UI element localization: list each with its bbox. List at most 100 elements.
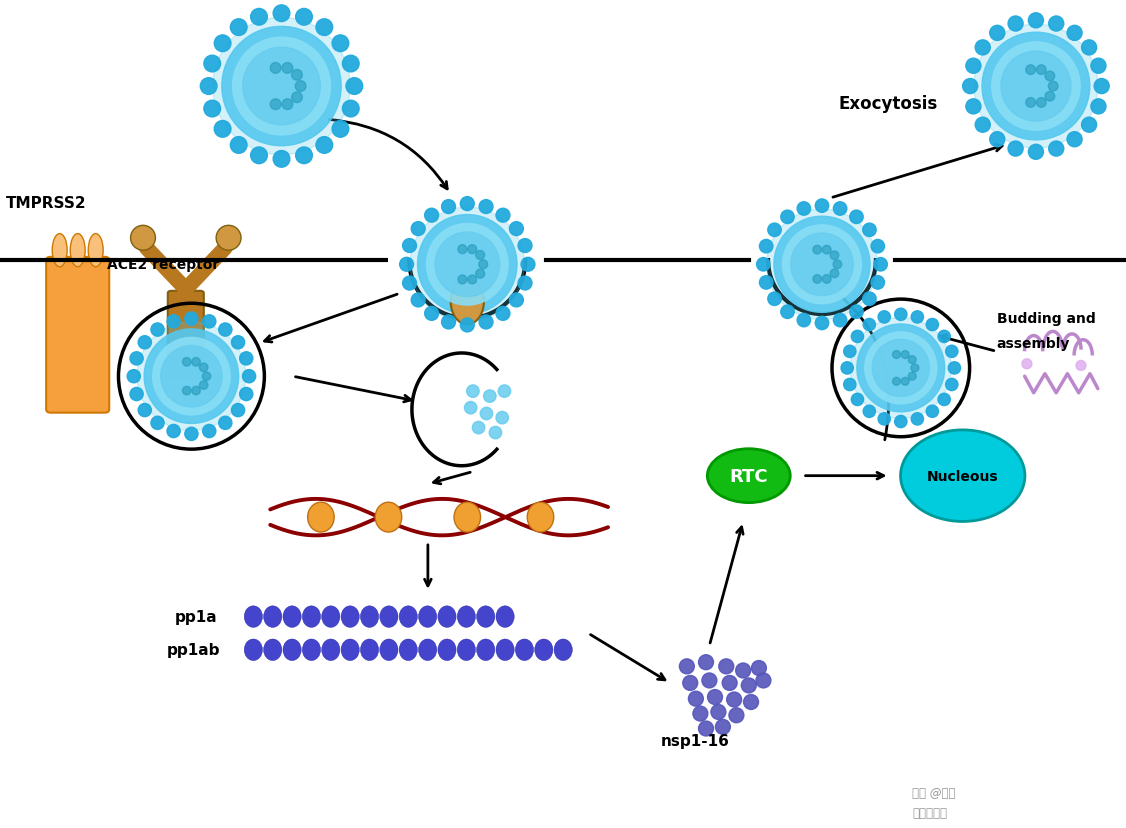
Ellipse shape [909,356,917,364]
Ellipse shape [757,258,770,272]
Ellipse shape [843,346,856,358]
Ellipse shape [263,606,282,628]
Ellipse shape [231,20,247,36]
Ellipse shape [1091,99,1106,115]
Ellipse shape [302,639,321,661]
Ellipse shape [203,425,216,438]
Ellipse shape [992,43,1080,131]
Ellipse shape [833,261,842,269]
FancyBboxPatch shape [168,291,204,379]
Ellipse shape [251,9,267,26]
Ellipse shape [400,258,413,272]
Ellipse shape [242,370,256,383]
Ellipse shape [783,225,861,305]
Ellipse shape [342,56,359,73]
Ellipse shape [427,224,508,306]
Ellipse shape [457,639,475,661]
Ellipse shape [129,353,143,365]
Ellipse shape [815,317,829,330]
Ellipse shape [938,331,950,343]
Ellipse shape [865,333,937,404]
Ellipse shape [167,315,180,329]
Ellipse shape [518,239,531,253]
Ellipse shape [1082,41,1097,55]
Ellipse shape [129,388,143,401]
Ellipse shape [780,211,794,224]
Ellipse shape [495,606,515,628]
Ellipse shape [411,294,426,307]
Ellipse shape [399,606,418,628]
Ellipse shape [346,79,363,95]
Ellipse shape [274,6,289,22]
Ellipse shape [768,224,781,238]
FancyBboxPatch shape [46,258,109,413]
Ellipse shape [127,370,141,383]
Ellipse shape [774,217,870,313]
Ellipse shape [332,36,349,52]
Ellipse shape [509,223,524,236]
Ellipse shape [715,720,731,734]
Ellipse shape [974,25,1098,149]
Ellipse shape [425,307,439,321]
Ellipse shape [527,503,554,532]
Ellipse shape [927,319,938,331]
Ellipse shape [438,639,456,661]
Ellipse shape [461,319,474,333]
Ellipse shape [830,252,839,260]
Ellipse shape [296,147,312,165]
Ellipse shape [244,606,262,628]
Ellipse shape [418,215,517,315]
Ellipse shape [214,36,231,52]
Ellipse shape [895,416,906,428]
Ellipse shape [464,402,477,414]
Ellipse shape [435,233,500,297]
Ellipse shape [726,692,742,707]
Text: assembly: assembly [997,337,1070,350]
Ellipse shape [1036,99,1046,108]
Ellipse shape [240,388,253,401]
Ellipse shape [438,606,456,628]
Ellipse shape [850,211,864,224]
Ellipse shape [518,277,531,291]
Ellipse shape [182,359,191,367]
Ellipse shape [322,606,340,628]
Ellipse shape [233,38,330,136]
Ellipse shape [741,678,757,693]
Ellipse shape [682,676,698,691]
Ellipse shape [479,261,488,269]
Ellipse shape [554,639,572,661]
Ellipse shape [316,137,332,154]
Ellipse shape [711,705,726,720]
Ellipse shape [1026,99,1036,108]
Ellipse shape [270,64,282,75]
Ellipse shape [296,9,312,26]
Ellipse shape [1008,17,1024,32]
Ellipse shape [707,690,723,705]
Ellipse shape [341,639,359,661]
Ellipse shape [535,639,553,661]
Ellipse shape [743,695,759,710]
Ellipse shape [688,691,704,706]
Ellipse shape [698,655,714,670]
Text: TMPRSS2: TMPRSS2 [6,195,87,210]
Ellipse shape [850,318,951,419]
Ellipse shape [218,416,232,430]
Ellipse shape [1067,26,1082,41]
Ellipse shape [185,428,198,441]
Ellipse shape [1048,17,1064,32]
Ellipse shape [1094,79,1109,94]
Ellipse shape [270,99,282,110]
Ellipse shape [1028,14,1044,29]
Ellipse shape [797,203,811,216]
Ellipse shape [718,659,734,674]
Ellipse shape [185,312,198,325]
Ellipse shape [316,20,332,36]
Ellipse shape [138,404,151,417]
Ellipse shape [498,386,511,397]
Ellipse shape [982,33,1090,141]
Ellipse shape [1076,361,1085,371]
Text: RTC: RTC [730,467,768,485]
Ellipse shape [722,676,738,691]
Ellipse shape [1001,52,1071,122]
Ellipse shape [815,200,829,213]
